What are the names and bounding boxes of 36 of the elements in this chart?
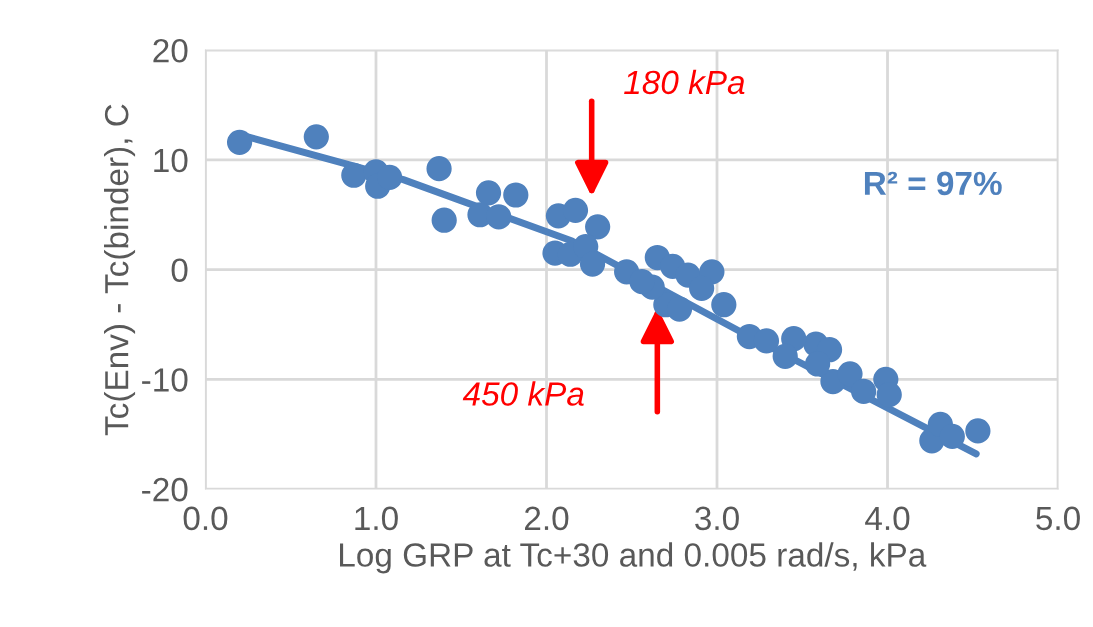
point bbox=[666, 296, 693, 322]
point bbox=[303, 124, 329, 150]
y-tick-label: -20 bbox=[142, 477, 188, 502]
point bbox=[503, 182, 529, 208]
point bbox=[431, 207, 457, 233]
x-tick-label: 0.0 bbox=[183, 506, 228, 531]
x-axis-title: Log GRP at Tc+30 and 0.005 rad/s, kPa bbox=[340, 542, 927, 574]
point bbox=[562, 197, 589, 223]
point bbox=[226, 129, 253, 155]
y-axis-title: Tc(Env) - Tc(binder), C bbox=[104, 104, 136, 436]
x-tick-label: 2.0 bbox=[525, 506, 569, 531]
y-tick-label: -10 bbox=[142, 368, 188, 392]
x-tick-label: 3.0 bbox=[695, 506, 739, 531]
point bbox=[711, 292, 737, 318]
point bbox=[876, 382, 902, 408]
point bbox=[475, 180, 502, 206]
point bbox=[486, 204, 512, 230]
point bbox=[753, 328, 780, 354]
annotation: 180 kPa bbox=[624, 69, 745, 95]
point bbox=[772, 343, 798, 369]
point bbox=[426, 156, 452, 182]
point bbox=[629, 269, 655, 295]
y-tick-label: 10 bbox=[154, 148, 188, 173]
y-tick-label: 20 bbox=[153, 38, 188, 63]
annotation: R² = 97% bbox=[864, 171, 1002, 196]
point bbox=[341, 162, 367, 188]
point bbox=[837, 361, 863, 387]
point bbox=[585, 214, 611, 240]
y-tick-label: 0 bbox=[171, 258, 188, 283]
point bbox=[851, 378, 877, 405]
x-tick-label: 1.0 bbox=[355, 506, 398, 531]
annotation: 450 kPa bbox=[462, 381, 584, 406]
point bbox=[689, 275, 715, 301]
x-tick-label: 5.0 bbox=[1036, 506, 1080, 531]
x-tick-label: 4.0 bbox=[865, 506, 910, 531]
point bbox=[965, 418, 991, 444]
